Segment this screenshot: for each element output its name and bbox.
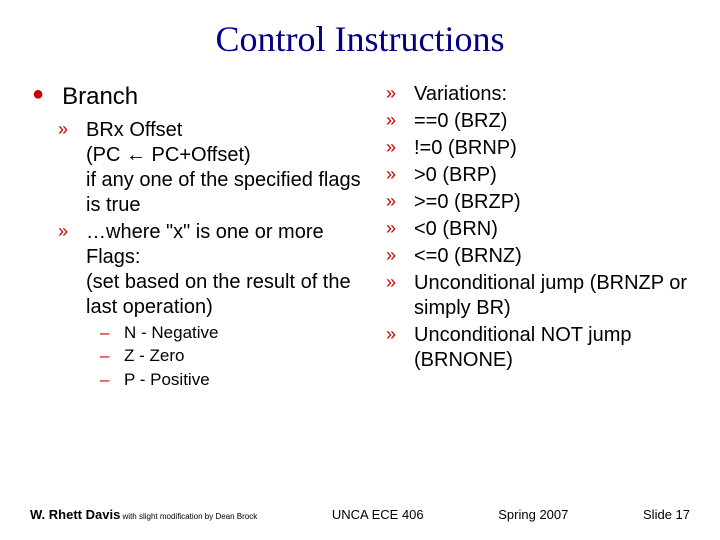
flag-p: P - Positive bbox=[124, 369, 210, 390]
list-item: » …where "x" is one or more Flags: (set … bbox=[58, 220, 366, 320]
branch-heading-row: ● Branch bbox=[30, 82, 366, 112]
branch-heading: Branch bbox=[62, 82, 138, 112]
flag-z: Z - Zero bbox=[124, 345, 184, 366]
slide-container: Control Instructions ● Branch » BRx Offs… bbox=[0, 0, 720, 540]
raquo-bullet-icon: » bbox=[386, 244, 400, 269]
author-sub: with slight modification by Dean Brock bbox=[120, 512, 257, 521]
left-column: ● Branch » BRx Offset (PC ← PC+Offset) i… bbox=[30, 82, 366, 392]
variation-brnz: <=0 (BRNZ) bbox=[414, 244, 522, 269]
raquo-bullet-icon: » bbox=[386, 271, 400, 321]
slide-footer: W. Rhett Davis with slight modification … bbox=[30, 507, 690, 522]
list-item: » >=0 (BRZP) bbox=[386, 190, 690, 215]
list-item: – Z - Zero bbox=[100, 345, 366, 366]
list-item: » ==0 (BRZ) bbox=[386, 109, 690, 134]
flag-n: N - Negative bbox=[124, 322, 218, 343]
variation-brnp: !=0 (BRNP) bbox=[414, 136, 517, 161]
raquo-bullet-icon: » bbox=[386, 109, 400, 134]
list-item: – P - Positive bbox=[100, 369, 366, 390]
list-item: » Unconditional jump (BRNZP or simply BR… bbox=[386, 271, 690, 321]
footer-author: W. Rhett Davis with slight modification … bbox=[30, 507, 257, 522]
footer-term: Spring 2007 bbox=[498, 507, 568, 522]
list-item: » Unconditional NOT jump (BRNONE) bbox=[386, 323, 690, 373]
variation-brz: ==0 (BRZ) bbox=[414, 109, 507, 134]
dash-bullet-icon: – bbox=[100, 345, 110, 366]
where-x-text: …where "x" is one or more Flags: (set ba… bbox=[86, 220, 366, 320]
brx-offset-text: BRx Offset (PC ← PC+Offset) if any one o… bbox=[86, 118, 366, 218]
dash-bullet-icon: – bbox=[100, 369, 110, 390]
variation-brzp: >=0 (BRZP) bbox=[414, 190, 521, 215]
variation-unconditional: Unconditional jump (BRNZP or simply BR) bbox=[414, 271, 690, 321]
raquo-bullet-icon: » bbox=[386, 136, 400, 161]
list-item: » <=0 (BRNZ) bbox=[386, 244, 690, 269]
variations-label: Variations: bbox=[414, 82, 507, 107]
raquo-bullet-icon: » bbox=[386, 82, 400, 107]
content-area: ● Branch » BRx Offset (PC ← PC+Offset) i… bbox=[30, 82, 690, 392]
slide-title: Control Instructions bbox=[30, 18, 690, 60]
variation-unconditional-not: Unconditional NOT jump (BRNONE) bbox=[414, 323, 690, 373]
disc-bullet-icon: ● bbox=[32, 82, 44, 112]
list-item: » !=0 (BRNP) bbox=[386, 136, 690, 161]
raquo-bullet-icon: » bbox=[58, 220, 72, 320]
list-item: » >0 (BRP) bbox=[386, 163, 690, 188]
list-item: » <0 (BRN) bbox=[386, 217, 690, 242]
footer-slide-number: Slide 17 bbox=[643, 507, 690, 522]
list-item: – N - Negative bbox=[100, 322, 366, 343]
raquo-bullet-icon: » bbox=[386, 190, 400, 215]
dash-bullet-icon: – bbox=[100, 322, 110, 343]
raquo-bullet-icon: » bbox=[58, 118, 72, 218]
list-item: » Variations: bbox=[386, 82, 690, 107]
variation-brp: >0 (BRP) bbox=[414, 163, 497, 188]
list-item: » BRx Offset (PC ← PC+Offset) if any one… bbox=[58, 118, 366, 218]
right-column: » Variations: » ==0 (BRZ) » !=0 (BRNP) »… bbox=[386, 82, 690, 392]
raquo-bullet-icon: » bbox=[386, 163, 400, 188]
raquo-bullet-icon: » bbox=[386, 323, 400, 373]
author-main: W. Rhett Davis bbox=[30, 507, 120, 522]
footer-course: UNCA ECE 406 bbox=[332, 507, 424, 522]
variation-brn: <0 (BRN) bbox=[414, 217, 498, 242]
raquo-bullet-icon: » bbox=[386, 217, 400, 242]
